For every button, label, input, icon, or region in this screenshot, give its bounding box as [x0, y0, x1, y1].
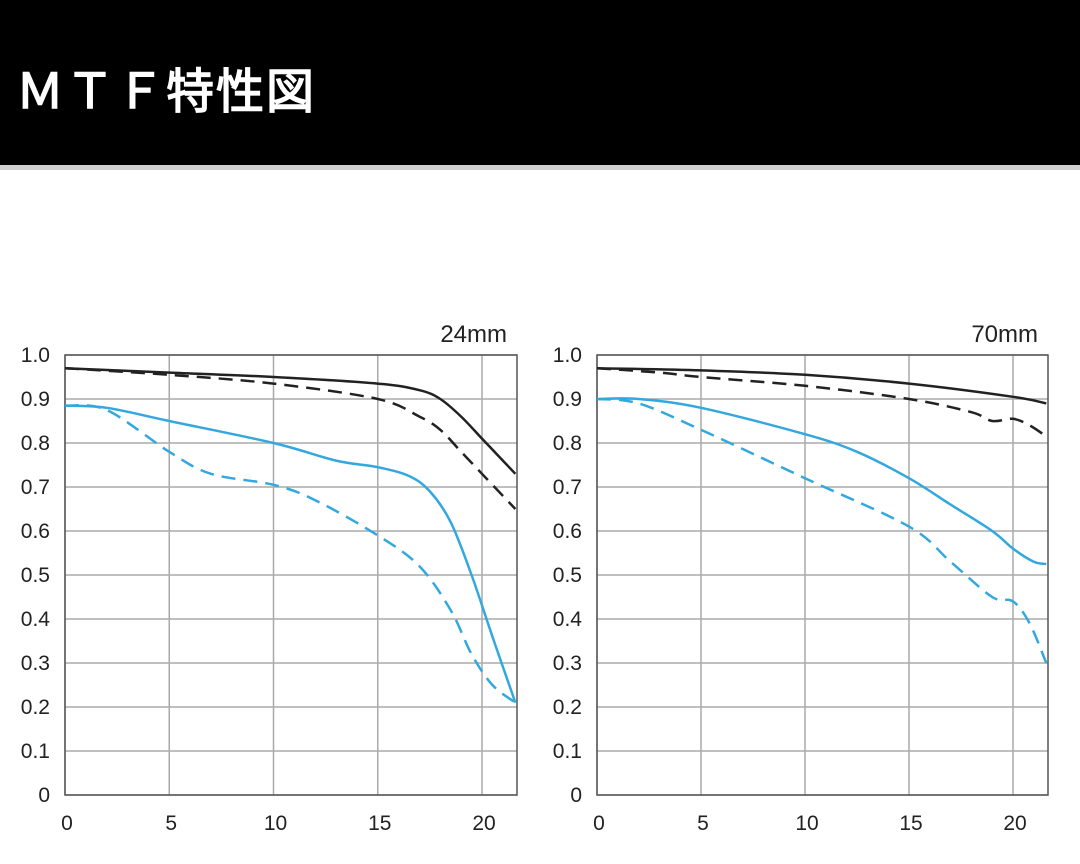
y-tick-label: 0.8: [21, 432, 50, 455]
series-line-blue-dashed: [64, 403, 517, 704]
y-tick-label: 1.0: [553, 344, 582, 367]
y-tick-label: 0.7: [21, 476, 50, 499]
x-tick-label: 10: [795, 812, 818, 835]
series-line-black-solid: [596, 366, 1047, 405]
x-tick-label: 5: [165, 812, 177, 835]
y-tick-label: 0: [570, 784, 582, 807]
series-line-blue-solid: [596, 397, 1047, 566]
chart-title: 70mm: [971, 321, 1038, 348]
x-tick-label: 10: [264, 812, 287, 835]
chart-title: 24mm: [440, 321, 507, 348]
y-tick-label: 0.5: [21, 564, 50, 587]
series-line-blue-solid: [64, 404, 517, 704]
x-tick-label: 5: [697, 812, 709, 835]
y-tick-label: 0.1: [21, 740, 50, 763]
y-tick-label: 0: [38, 784, 50, 807]
y-tick-label: 0.6: [21, 520, 50, 543]
y-tick-label: 0.4: [553, 608, 583, 631]
y-tick-label: 0.1: [553, 740, 582, 763]
y-tick-label: 0.6: [553, 520, 582, 543]
series-line-black-dashed: [596, 366, 1047, 438]
y-tick-label: 0.2: [21, 696, 50, 719]
y-tick-label: 0.9: [553, 388, 582, 411]
y-tick-label: 0.7: [553, 476, 582, 499]
y-tick-label: 0.8: [553, 432, 582, 455]
series-line-blue-dashed: [596, 397, 1048, 664]
y-tick-label: 0.4: [21, 608, 51, 631]
series-line-black-dashed: [64, 366, 517, 510]
x-tick-label: 0: [593, 812, 605, 835]
y-tick-label: 0.3: [21, 652, 50, 675]
x-tick-label: 20: [1003, 812, 1026, 835]
y-tick-label: 0.5: [553, 564, 582, 587]
y-tick-label: 0.3: [553, 652, 582, 675]
x-tick-label: 0: [61, 812, 73, 835]
y-tick-label: 0.9: [21, 388, 50, 411]
x-tick-label: 20: [472, 812, 495, 835]
x-tick-label: 15: [368, 812, 391, 835]
page-title: ＭＴＦ特性図: [16, 64, 317, 120]
header-divider: [0, 165, 1080, 170]
y-tick-label: 0.2: [553, 696, 582, 719]
series-line-black-solid: [64, 366, 517, 475]
header-bar: ＭＴＦ特性図: [0, 0, 1080, 165]
plot-frame: [64, 354, 518, 796]
y-tick-label: 1.0: [21, 344, 50, 367]
plot-frame: [596, 354, 1049, 796]
x-tick-label: 15: [899, 812, 922, 835]
